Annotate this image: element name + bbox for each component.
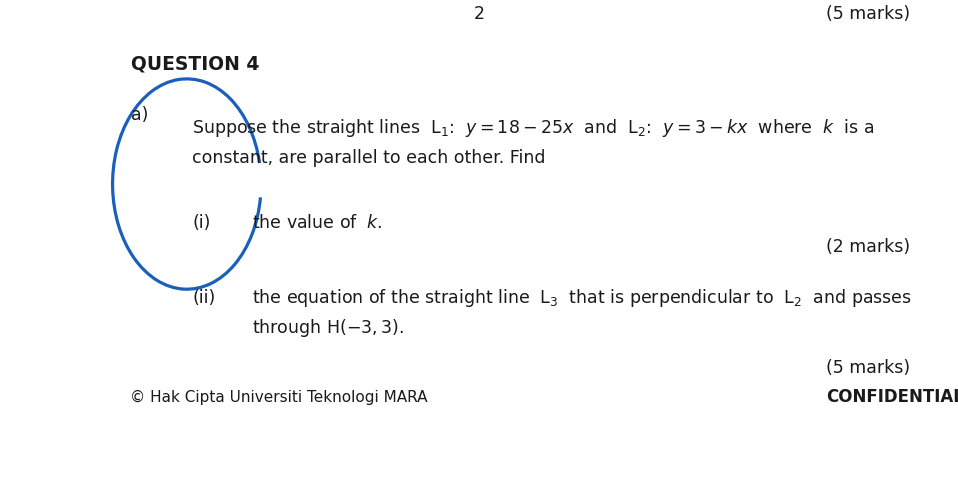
Text: constant, are parallel to each other. Find: constant, are parallel to each other. Fi… (192, 149, 545, 167)
Text: the equation of the straight line  $\mathregular{L_3}$  that is perpendicular to: the equation of the straight line $\math… (252, 287, 912, 309)
Text: © Hak Cipta Universiti Teknologi MARA: © Hak Cipta Universiti Teknologi MARA (130, 390, 427, 405)
Text: CONFIDENTIAL: CONFIDENTIAL (826, 388, 958, 406)
Text: through H$(-3,3)$.: through H$(-3,3)$. (252, 317, 404, 339)
Text: (5 marks): (5 marks) (826, 359, 910, 377)
Text: (ii): (ii) (192, 289, 216, 307)
Text: (i): (i) (192, 214, 211, 232)
Text: the value of  $k$.: the value of $k$. (252, 214, 382, 232)
Text: QUESTION 4: QUESTION 4 (131, 54, 260, 73)
Text: Suppose the straight lines  $\mathregular{L_1}$:  $y = 18 - 25x$  and  $\mathreg: Suppose the straight lines $\mathregular… (192, 117, 875, 139)
Text: 2: 2 (473, 5, 485, 23)
Text: (5 marks): (5 marks) (826, 5, 910, 23)
Text: a): a) (131, 106, 148, 123)
Text: (2 marks): (2 marks) (826, 238, 910, 256)
